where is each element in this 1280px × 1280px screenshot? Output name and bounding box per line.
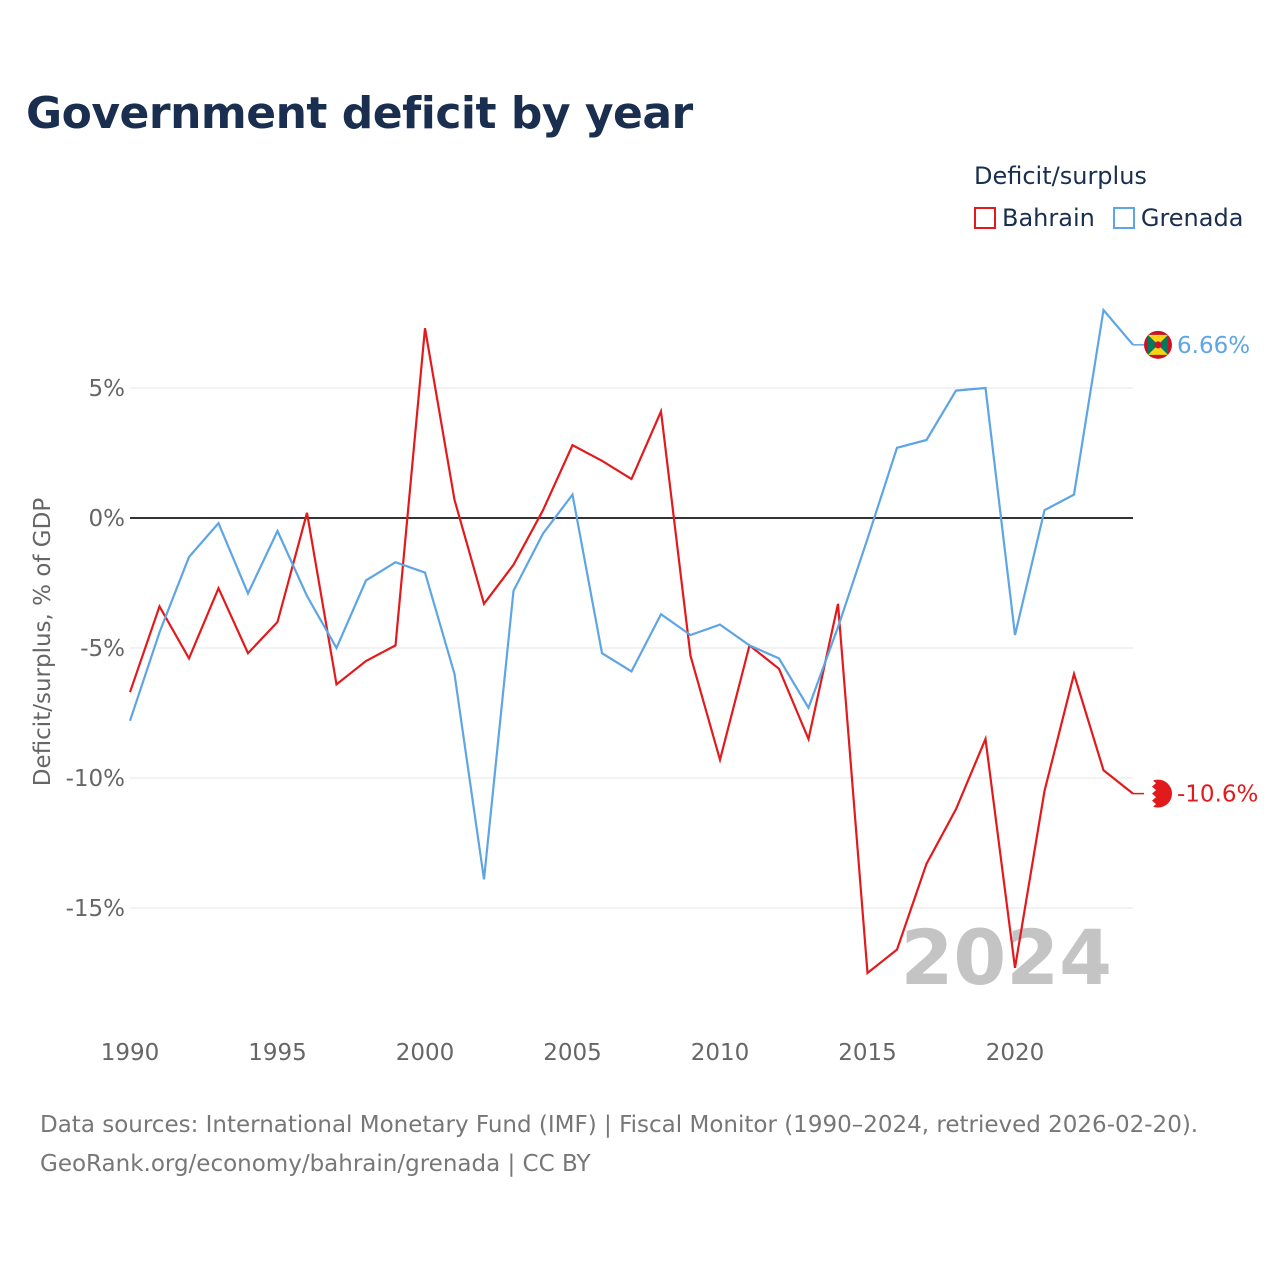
y-axis-ticks: 5% 0% -5% -10% -15%	[66, 376, 125, 922]
y-axis-label: Deficit/surplus, % of GDP	[30, 498, 56, 787]
footer: Data sources: International Monetary Fun…	[40, 1106, 1198, 1184]
grid	[130, 387, 1133, 909]
x-tick-label: 2000	[396, 1040, 455, 1066]
series-line-bahrain[interactable]	[128, 328, 1134, 976]
x-tick-label: 2010	[691, 1040, 750, 1066]
bahrain-flag-icon	[1144, 779, 1172, 808]
grenada-flag-icon	[1144, 330, 1172, 359]
legend-label-grenada: Grenada	[1140, 204, 1244, 232]
legend-item-grenada[interactable]: Grenada	[1112, 204, 1244, 232]
y-tick-label: 5%	[89, 376, 126, 402]
x-tick-label: 2005	[543, 1040, 602, 1066]
series-lines	[128, 307, 1134, 976]
end-label-grenada: 6.66%	[1177, 333, 1250, 359]
y-tick-label: -5%	[80, 636, 125, 662]
legend-swatch-bahrain	[974, 207, 996, 229]
x-tick-label: 2015	[838, 1040, 897, 1066]
series-line-grenada[interactable]	[128, 307, 1134, 880]
legend-label-bahrain: Bahrain	[1002, 204, 1095, 232]
end-label-bahrain: -10.6%	[1177, 782, 1258, 808]
source-note: Data sources: International Monetary Fun…	[40, 1112, 1199, 1138]
chart-title: Government deficit by year	[26, 88, 693, 139]
source-link[interactable]: GeoRank.org/economy/bahrain/grenada | CC…	[40, 1151, 591, 1177]
legend-title: Deficit/surplus	[974, 162, 1147, 190]
y-tick-label: 0%	[89, 506, 126, 532]
year-watermark: 2024	[900, 913, 1112, 1002]
legend: Deficit/surplus Bahrain Grenada	[974, 162, 1261, 232]
y-tick-label: -15%	[66, 896, 125, 922]
x-axis-ticks: 1990 1995 2000 2005 2010 2015 2020	[101, 1040, 1045, 1066]
legend-item-bahrain[interactable]: Bahrain	[974, 204, 1095, 232]
end-markers: -10.6% 6.66%	[1133, 330, 1258, 808]
x-tick-label: 1990	[101, 1040, 160, 1066]
x-tick-label: 2020	[986, 1040, 1045, 1066]
x-tick-label: 1995	[248, 1040, 307, 1066]
y-tick-label: -10%	[66, 766, 125, 792]
legend-swatch-grenada	[1112, 207, 1135, 229]
